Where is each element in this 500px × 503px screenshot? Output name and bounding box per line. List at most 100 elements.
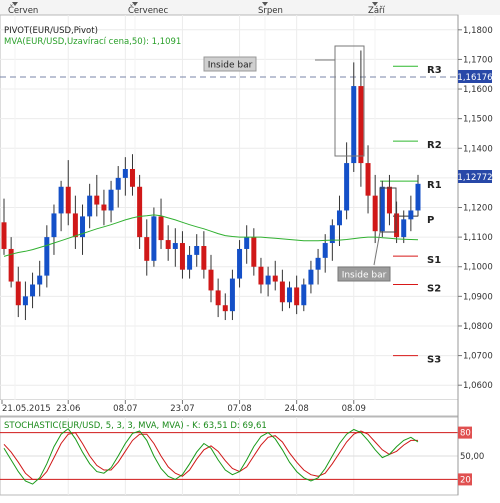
candle[interactable] xyxy=(351,62,357,172)
candle[interactable] xyxy=(222,293,228,321)
date-axis-label: 07.08 xyxy=(227,404,251,414)
svg-text:1,16176: 1,16176 xyxy=(457,73,492,83)
pivot-level-r3: R3 xyxy=(393,65,442,76)
month-label[interactable]: Srpen xyxy=(258,2,283,16)
month-label[interactable]: Červen xyxy=(8,2,38,16)
candle[interactable] xyxy=(272,260,278,291)
month-label[interactable]: Září xyxy=(368,2,386,16)
candle[interactable] xyxy=(51,204,57,255)
candle[interactable] xyxy=(415,174,421,217)
mva-indicator-label: MVA(EUR/USD,Uzavírací cena,50): 1,1091 xyxy=(4,37,181,47)
candle[interactable] xyxy=(394,201,400,244)
candle[interactable] xyxy=(308,260,314,294)
svg-text:Září: Září xyxy=(368,6,386,16)
price-scale-label: 1,1700 xyxy=(463,55,493,65)
candle[interactable] xyxy=(72,195,78,249)
candle[interactable] xyxy=(80,204,86,255)
svg-text:R2: R2 xyxy=(427,140,442,151)
candle[interactable] xyxy=(179,231,185,279)
svg-text:Srpen: Srpen xyxy=(258,6,283,16)
current-price-badge: 1,12772 xyxy=(457,170,493,183)
candle[interactable] xyxy=(279,269,285,312)
candle[interactable] xyxy=(115,166,121,208)
candle[interactable] xyxy=(372,174,378,244)
candle[interactable] xyxy=(151,207,157,267)
inside-bar-label-bottom: Inside bar xyxy=(342,271,387,281)
inside-bar-callout-top: Inside bar xyxy=(203,56,257,72)
candle[interactable] xyxy=(244,225,250,264)
stochastic-scale-label: 80 xyxy=(460,429,471,439)
candle[interactable] xyxy=(94,174,100,217)
candle[interactable] xyxy=(265,266,271,297)
stochastic-indicator-label: STOCHASTIC(EUR/USD, 5, 3, 3, MVA, MVA) -… xyxy=(4,421,267,431)
candle[interactable] xyxy=(101,189,107,226)
candle[interactable] xyxy=(158,198,164,249)
price-scale-label: 1,0600 xyxy=(463,381,493,391)
candle[interactable] xyxy=(144,219,150,276)
candle[interactable] xyxy=(129,154,135,196)
candle[interactable] xyxy=(122,157,128,196)
inside-bar-callout-bottom: Inside bar xyxy=(337,266,391,282)
candle[interactable] xyxy=(44,225,50,288)
candle[interactable] xyxy=(229,269,235,321)
mva-line xyxy=(3,214,419,257)
candle[interactable] xyxy=(194,234,200,267)
candle[interactable] xyxy=(379,180,385,238)
pivot-level-s3: S3 xyxy=(393,355,441,366)
svg-text:S1: S1 xyxy=(427,255,441,266)
candle[interactable] xyxy=(30,272,36,309)
candle[interactable] xyxy=(15,266,21,318)
svg-text:Červen: Červen xyxy=(8,4,38,16)
candle[interactable] xyxy=(365,145,371,214)
candle[interactable] xyxy=(87,183,93,229)
price-scale-label: 1,1200 xyxy=(463,204,493,214)
price-scale-label: 1,0800 xyxy=(463,322,493,332)
month-label[interactable]: Červenec xyxy=(128,2,169,16)
stochastic-scale-label: 50,00 xyxy=(460,452,484,462)
candle[interactable] xyxy=(208,254,214,303)
svg-text:P: P xyxy=(427,215,434,226)
pivot-level-s2: S2 xyxy=(393,284,441,295)
candle[interactable] xyxy=(201,231,207,279)
candle[interactable] xyxy=(237,240,243,288)
candle[interactable] xyxy=(287,281,293,309)
svg-text:R3: R3 xyxy=(427,65,442,76)
date-axis-label: 08.09 xyxy=(342,404,366,414)
candle[interactable] xyxy=(187,246,193,279)
candle[interactable] xyxy=(408,195,414,232)
svg-text:R1: R1 xyxy=(427,180,442,191)
date-axis-label: 23.06 xyxy=(56,404,80,414)
candle[interactable] xyxy=(251,228,257,276)
candle[interactable] xyxy=(401,210,407,244)
candle[interactable] xyxy=(336,195,342,246)
candle[interactable] xyxy=(137,174,143,249)
candle[interactable] xyxy=(37,260,43,297)
candle[interactable] xyxy=(58,180,64,232)
candle[interactable] xyxy=(172,228,178,267)
candle[interactable] xyxy=(165,225,171,261)
price-scale-label: 1,1500 xyxy=(463,115,493,125)
candle[interactable] xyxy=(344,142,350,220)
candle[interactable] xyxy=(386,174,392,226)
candle[interactable] xyxy=(8,237,14,288)
date-axis-label: 24.08 xyxy=(284,404,308,414)
candle[interactable] xyxy=(65,160,71,226)
candle[interactable] xyxy=(258,257,264,294)
candle[interactable] xyxy=(358,50,364,187)
stochastic-k-line xyxy=(3,427,419,485)
date-axis-label: 23.07 xyxy=(170,404,194,414)
candle[interactable] xyxy=(215,278,221,318)
candle[interactable] xyxy=(108,180,114,223)
candle[interactable] xyxy=(1,198,7,255)
price-scale-label: 1,0700 xyxy=(463,352,493,362)
price-scale-label: 1,1100 xyxy=(463,233,493,243)
candle[interactable] xyxy=(22,281,28,321)
candle[interactable] xyxy=(294,275,300,315)
price-scale-label: 1,1400 xyxy=(463,144,493,154)
candle[interactable] xyxy=(301,278,307,312)
price-scale-label: 1,1600 xyxy=(463,85,493,95)
stochastic-d-line xyxy=(3,430,418,480)
date-axis-label: 21.05.2015 xyxy=(2,404,51,414)
candle[interactable] xyxy=(315,248,321,285)
high-price-badge: 1,16176 xyxy=(457,70,493,83)
